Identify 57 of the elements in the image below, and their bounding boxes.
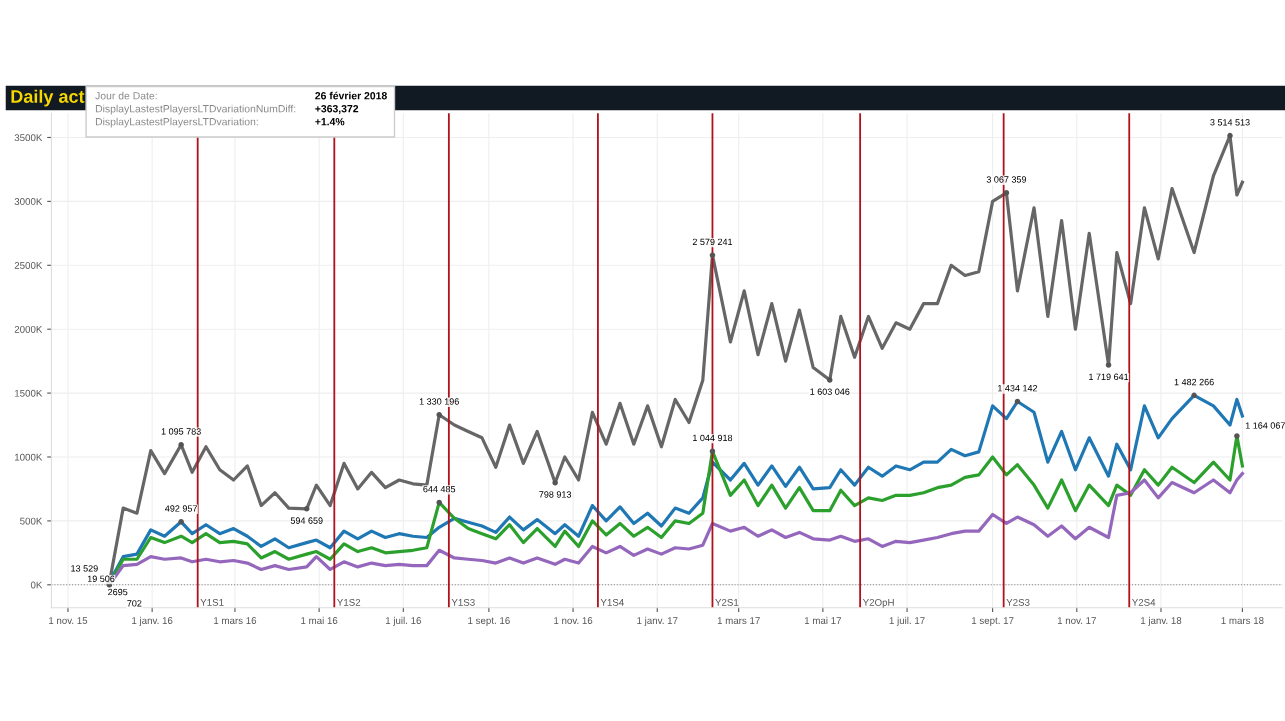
- ref-line-label: Y1S1: [200, 599, 224, 606]
- annotation: DisplayLastestPlayersLTDvariationNumDiff:: [95, 104, 296, 115]
- x-tick-label: 1 mai 17: [804, 616, 842, 624]
- annotation: 798 913: [539, 491, 572, 498]
- y-tick-label: 3000K: [14, 198, 43, 205]
- x-tick-label: 1 juil. 16: [385, 616, 421, 626]
- annotation: 594 659: [290, 517, 323, 524]
- annotation: +363,372: [315, 105, 359, 114]
- x-tick-label: 1 janv. 17: [637, 616, 678, 626]
- y-tick-label: 0K: [30, 581, 43, 589]
- annotation: 19 506: [87, 575, 115, 582]
- annotation: 1 719 641: [1089, 373, 1129, 380]
- y-tick-label: 2500K: [14, 262, 43, 269]
- annotation: 644 485: [423, 485, 456, 493]
- ref-line-label: Y2S1: [715, 599, 739, 606]
- text: 26 février 2018: [315, 91, 387, 100]
- ref-line-label: Y2OpH: [862, 599, 894, 608]
- ref-line-label: Y1S4: [600, 599, 624, 606]
- x-tick-label: 1 nov. 16: [554, 617, 593, 624]
- x-tick-label: 1 mars 18: [1221, 617, 1264, 624]
- x-tick-label: 1 janv. 16: [132, 616, 173, 626]
- text: Jour de Date:: [95, 91, 157, 100]
- y-tick-label: 3500K: [14, 134, 43, 142]
- annotation: 1 482 266: [1174, 378, 1214, 386]
- annotation: 1 603 046: [810, 388, 850, 395]
- annotation: 1 095 783: [161, 428, 201, 435]
- ref-line-label: Y2S3: [1006, 599, 1030, 606]
- y-tick-label: 1000K: [15, 453, 43, 461]
- x-tick-label: 1 nov. 15: [49, 617, 88, 624]
- x-tick-label: 1 nov. 17: [1057, 617, 1096, 624]
- chart-title: Daily act: [11, 89, 85, 107]
- annotation: 13 529: [71, 565, 98, 572]
- annotation: 1 164 067: [1245, 422, 1285, 429]
- ref-line-label: Y2S4: [1131, 599, 1156, 606]
- y-tick-label: 2000K: [14, 325, 43, 333]
- annotation: 3 067 359: [986, 176, 1027, 183]
- annotation: 1 044 918: [693, 434, 733, 442]
- y-tick-label: 500K: [20, 517, 43, 525]
- annotation: DisplayLastestPlayersLTDvariation:: [95, 117, 258, 128]
- y-tick-label: 1500K: [15, 389, 43, 397]
- annotation: 2695: [108, 588, 128, 596]
- x-tick-label: 1 sept. 16: [468, 617, 510, 626]
- annotation: 1 330 196: [419, 398, 459, 405]
- ref-line-label: Y1S3: [451, 599, 475, 606]
- annotation: 3 514 513: [1210, 119, 1250, 126]
- annotation: 1 434 142: [998, 385, 1038, 392]
- annotation: 702: [127, 600, 142, 607]
- x-tick-label: 1 mars 16: [214, 617, 257, 624]
- annotation: 492 957: [165, 505, 197, 512]
- x-tick-label: 1 sept. 17: [972, 617, 1014, 626]
- x-tick-label: 1 juil. 17: [889, 616, 925, 626]
- ref-line-label: Y1S2: [337, 599, 361, 606]
- x-tick-label: 1 mai 16: [301, 616, 338, 624]
- x-tick-label: 1 mars 17: [717, 617, 760, 624]
- annotation: +1.4%: [315, 118, 345, 126]
- x-tick-label: 1 janv. 18: [1141, 616, 1182, 626]
- annotation: 2 579 241: [692, 238, 733, 246]
